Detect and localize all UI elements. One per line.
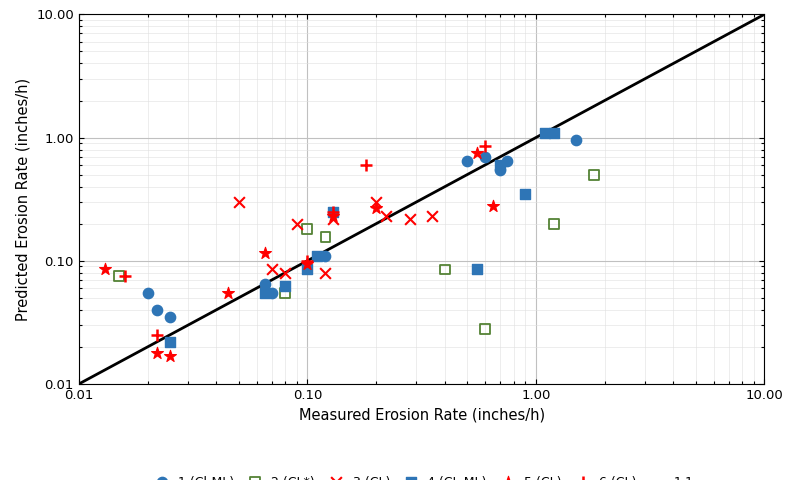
- 1 (Cl-ML): [141, 289, 154, 297]
- 2 (CL*): [301, 226, 314, 233]
- 4 (CL-ML): [279, 283, 292, 290]
- 4 (CL-ML): [494, 161, 507, 169]
- X-axis label: Measured Erosion Rate (inches/h): Measured Erosion Rate (inches/h): [299, 408, 545, 422]
- 2 (CL*): [588, 171, 600, 179]
- Legend: 1 (Cl-ML), 2 (CL*), 3 (CL), 4 (CL-ML), 5 (CL), 6 (CL), 1:1: 1 (Cl-ML), 2 (CL*), 3 (CL), 4 (CL-ML), 5…: [149, 476, 694, 480]
- 4 (CL-ML): [327, 208, 340, 216]
- 6 (CL): [359, 161, 372, 169]
- 3 (CL): [232, 198, 245, 206]
- 1 (Cl-ML): [319, 252, 332, 260]
- 6 (CL): [327, 208, 340, 216]
- 3 (CL): [319, 269, 332, 276]
- 4 (CL-ML): [258, 289, 271, 297]
- 2 (CL*): [548, 220, 560, 228]
- 3 (CL): [370, 198, 382, 206]
- 3 (CL): [291, 220, 303, 228]
- 1 (Cl-ML): [266, 289, 278, 297]
- 5 (CL): [301, 260, 314, 267]
- 5 (CL): [163, 352, 176, 360]
- Y-axis label: Predicted Erosion Rate (inches/h): Predicted Erosion Rate (inches/h): [16, 78, 31, 321]
- 1 (Cl-ML): [461, 157, 474, 165]
- 4 (CL-ML): [548, 129, 560, 136]
- 3 (CL): [327, 215, 340, 222]
- 1 (Cl-ML): [151, 306, 163, 313]
- 4 (CL-ML): [163, 338, 176, 346]
- 5 (CL): [487, 202, 500, 210]
- 2 (CL*): [113, 272, 125, 280]
- 3 (CL): [379, 212, 392, 220]
- 1 (Cl-ML): [494, 166, 507, 173]
- 5 (CL): [258, 250, 271, 257]
- 2 (CL*): [319, 233, 332, 241]
- 2 (CL*): [479, 325, 492, 333]
- 2 (CL*): [439, 265, 452, 273]
- 3 (CL): [279, 269, 292, 276]
- 5 (CL): [221, 289, 234, 297]
- 5 (CL): [327, 212, 340, 220]
- 3 (CL): [266, 265, 278, 273]
- 5 (CL): [470, 149, 483, 157]
- 6 (CL): [301, 257, 314, 264]
- 6 (CL): [119, 272, 132, 280]
- 5 (CL): [151, 348, 163, 356]
- 4 (CL-ML): [470, 265, 483, 273]
- 1 (Cl-ML): [163, 313, 176, 321]
- 4 (CL-ML): [310, 252, 323, 260]
- 4 (CL-ML): [519, 190, 532, 198]
- 5 (CL): [370, 204, 382, 212]
- 3 (CL): [403, 215, 416, 222]
- 4 (CL-ML): [301, 265, 314, 273]
- 1 (Cl-ML): [570, 136, 582, 144]
- 5 (CL): [98, 265, 111, 273]
- 6 (CL): [151, 331, 163, 339]
- 3 (CL): [426, 212, 438, 220]
- 4 (CL-ML): [539, 129, 552, 136]
- 6 (CL): [479, 143, 492, 150]
- 2 (CL*): [279, 289, 292, 297]
- 1 (Cl-ML): [479, 153, 492, 160]
- 1 (Cl-ML): [501, 157, 514, 165]
- 1 (Cl-ML): [258, 280, 271, 288]
